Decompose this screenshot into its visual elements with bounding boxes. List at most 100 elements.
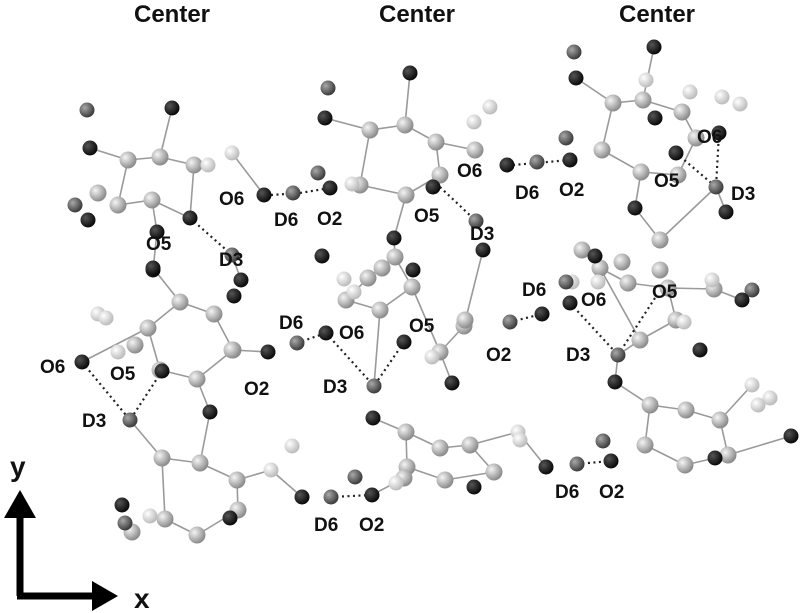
oxygen-atom <box>314 248 330 264</box>
carbon-atom <box>619 274 637 292</box>
hydrogen-bond <box>617 297 656 356</box>
carbon-atom <box>636 436 654 454</box>
carbon-atom <box>677 401 695 419</box>
carbon-atom <box>427 133 445 151</box>
atom-label-d3: D3 <box>219 250 243 271</box>
carbon-atom <box>604 94 622 112</box>
atom-label-o2: O2 <box>359 515 384 536</box>
oxygen-atom <box>322 180 338 196</box>
oxygen-atom <box>783 428 799 444</box>
oxygen-atom <box>402 65 418 81</box>
axis-indicator: y x <box>4 451 150 613</box>
deuterium-atom <box>122 412 138 428</box>
carbon-atom <box>673 103 691 121</box>
deuterium-atom <box>347 469 363 485</box>
deuterium-atom <box>224 247 240 263</box>
carbon-atom <box>373 259 391 277</box>
hydrogen-bond <box>189 217 233 256</box>
carbon-atom <box>191 454 209 472</box>
oxygen-atom <box>405 262 421 278</box>
hydrogen-atom <box>336 271 352 287</box>
covalent-bond <box>659 186 717 241</box>
atom-label-d3: D3 <box>470 224 494 245</box>
atom-label-o2: O2 <box>559 180 584 201</box>
deuterium-atom <box>310 165 326 181</box>
hydrogen-bond <box>569 302 619 356</box>
carbon-atom <box>143 191 161 209</box>
oxygen-atom <box>646 39 662 55</box>
hydrogen-bond <box>325 332 375 387</box>
carbon-atom <box>126 336 144 354</box>
hydrogen-atom <box>110 344 126 360</box>
atom-label-o5: O5 <box>146 234 172 255</box>
oxygen-atom <box>475 242 491 258</box>
deuterium-atom <box>558 130 574 146</box>
carbon-atom <box>151 148 169 166</box>
carbon-atom <box>361 121 379 139</box>
carbon-atom <box>669 166 687 184</box>
atom-label-o6: O6 <box>219 189 244 210</box>
oxygen-atom <box>256 187 272 203</box>
covalent-bond <box>199 411 211 464</box>
carbon-atom <box>397 186 415 204</box>
oxygen-atom <box>365 410 381 426</box>
carbon-atom <box>431 439 449 457</box>
oxygen-atom <box>114 497 130 513</box>
hydrogen-atom <box>682 84 698 100</box>
hydrogen-bond <box>129 370 163 421</box>
covalent-bond <box>161 457 166 520</box>
oxygen-atom <box>587 248 603 264</box>
atom-label-d3: D3 <box>731 184 755 205</box>
oxygen-atom <box>364 487 380 503</box>
atom-label-o2: O2 <box>244 379 269 400</box>
oxygen-atom <box>711 125 727 141</box>
carbon-atom <box>171 293 189 311</box>
atoms <box>67 39 799 544</box>
carbon-atom <box>676 456 694 474</box>
hydrogen-atom <box>466 114 482 130</box>
x-axis-label: x <box>134 583 150 613</box>
hydrogen-atom <box>346 284 362 300</box>
oxygen-atom <box>202 404 218 420</box>
carbon-atom <box>185 156 203 174</box>
carbon-atom <box>119 151 137 169</box>
center-label-right: Center <box>619 1 695 28</box>
oxygen-atom <box>499 157 515 173</box>
deuterium-atom <box>566 44 582 60</box>
hydrogen-atom <box>676 314 692 330</box>
carbon-atom <box>228 471 246 489</box>
hydrogen-atom <box>744 377 760 393</box>
hydrogen-atom <box>224 145 240 161</box>
carbon-atom <box>139 319 157 337</box>
carbon-atom <box>631 331 649 349</box>
atom-label-o6: O6 <box>697 127 722 148</box>
carbon-atom <box>397 423 415 441</box>
oxygen-atom <box>386 230 402 246</box>
hydrogen-atom <box>750 397 766 413</box>
carbon-atom <box>456 311 474 329</box>
oxygen-atom <box>425 179 441 195</box>
carbon-atom <box>109 196 127 214</box>
hydrogen-atom <box>284 438 300 454</box>
hydrogen-atom <box>638 72 654 88</box>
atom-label-d6: D6 <box>314 515 338 536</box>
hydrogen-atom <box>704 272 720 288</box>
carbon-atom <box>359 269 377 287</box>
covalent-bond <box>411 286 441 353</box>
hydrogen-atom <box>590 274 606 290</box>
carbon-atom <box>461 436 479 454</box>
oxygen-atom <box>718 204 734 220</box>
y-axis-arrow-icon <box>4 490 36 518</box>
deuterium-atom <box>366 378 382 394</box>
carbon-atom <box>153 449 171 467</box>
hydrogen-atom <box>482 99 498 115</box>
carbon-atom <box>371 301 389 319</box>
carbon-atom <box>687 129 705 147</box>
atom-label-o2: O2 <box>317 209 342 230</box>
carbon-atom <box>205 305 223 323</box>
oxygen-atom <box>603 453 619 469</box>
oxygen-atom <box>668 145 684 161</box>
hydrogen-bond <box>714 132 721 188</box>
atom-label-o6: O6 <box>339 323 364 344</box>
